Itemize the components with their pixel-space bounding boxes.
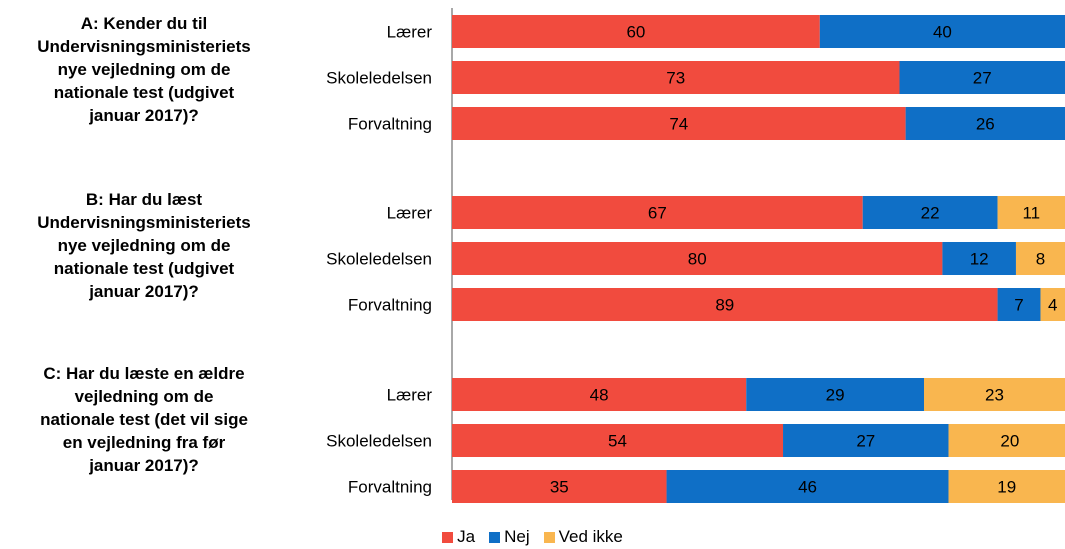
data-label: 73 xyxy=(666,69,685,88)
bar-segment xyxy=(924,378,1065,411)
data-label: 19 xyxy=(997,478,1016,497)
bar-segment xyxy=(997,288,1041,321)
bar-segment xyxy=(997,196,1065,229)
bar-segment xyxy=(452,378,747,411)
data-label: 29 xyxy=(826,386,845,405)
legend-label-ved-ikke: Ved ikke xyxy=(558,527,623,546)
category-label: Forvaltning xyxy=(348,296,432,315)
bar-segment xyxy=(862,196,998,229)
data-label: 46 xyxy=(798,478,817,497)
legend-swatch-nej xyxy=(489,531,501,543)
bar-segment xyxy=(1040,288,1065,321)
data-label: 23 xyxy=(985,386,1004,405)
data-label: 7 xyxy=(1014,296,1023,315)
legend-swatch-ved-ikke xyxy=(543,531,555,543)
bar-segment xyxy=(1015,242,1065,275)
category-label: Skoleledelsen xyxy=(326,250,432,269)
data-label: 22 xyxy=(921,204,940,223)
data-label: 27 xyxy=(856,432,875,451)
data-label: 11 xyxy=(1022,204,1040,223)
data-label: 20 xyxy=(1000,432,1019,451)
legend-label-nej: Nej xyxy=(504,527,530,546)
question-b: B: Har du læst Undervisningsministeriets… xyxy=(37,190,251,301)
bar-segment xyxy=(899,61,1065,94)
data-label: 12 xyxy=(970,250,989,269)
data-label: 8 xyxy=(1036,250,1045,269)
category-label: Lærer xyxy=(387,23,433,42)
legend-item-ja: Ja xyxy=(442,527,475,547)
bar-segment xyxy=(948,470,1065,503)
question-c: C: Har du læste en ældre vejledning om d… xyxy=(40,364,248,475)
bar-segment xyxy=(942,242,1016,275)
legend-item-nej: Nej xyxy=(489,527,530,547)
data-label: 67 xyxy=(648,204,667,223)
bar-segment xyxy=(819,15,1065,48)
bar-segment xyxy=(452,15,820,48)
bar-segment xyxy=(452,242,943,275)
data-label: 4 xyxy=(1048,296,1057,315)
data-label: 74 xyxy=(669,115,688,134)
question-a: A: Kender du til Undervisningsministerie… xyxy=(37,14,251,125)
category-label: Skoleledelsen xyxy=(326,432,432,451)
bar-segment xyxy=(452,424,784,457)
data-label: 26 xyxy=(976,115,995,134)
bar-segment xyxy=(452,61,900,94)
legend: Ja Nej Ved ikke xyxy=(0,527,1065,547)
legend-swatch-ja xyxy=(442,531,454,543)
data-label: 89 xyxy=(715,296,734,315)
bar-segment xyxy=(452,107,906,140)
bar-segment xyxy=(452,288,998,321)
legend-label-ja: Ja xyxy=(457,527,476,546)
data-label: 54 xyxy=(608,432,627,451)
legend-item-ved-ikke: Ved ikke xyxy=(543,527,623,547)
data-label: 27 xyxy=(973,69,992,88)
bar-segment xyxy=(905,107,1065,140)
category-label: Lærer xyxy=(387,204,433,223)
bar-segment xyxy=(746,378,925,411)
data-label: 80 xyxy=(688,250,707,269)
data-label: 40 xyxy=(933,23,952,42)
bar-segment xyxy=(666,470,949,503)
category-label: Forvaltning xyxy=(348,115,432,134)
bar-segment xyxy=(948,424,1065,457)
data-label: 48 xyxy=(590,386,609,405)
bar-segment xyxy=(452,470,667,503)
category-label: Lærer xyxy=(387,386,433,405)
bar-segment xyxy=(783,424,949,457)
category-label: Forvaltning xyxy=(348,478,432,497)
category-label: Skoleledelsen xyxy=(326,69,432,88)
data-label: 35 xyxy=(550,478,569,497)
bar-segment xyxy=(452,196,863,229)
data-label: 60 xyxy=(626,23,645,42)
